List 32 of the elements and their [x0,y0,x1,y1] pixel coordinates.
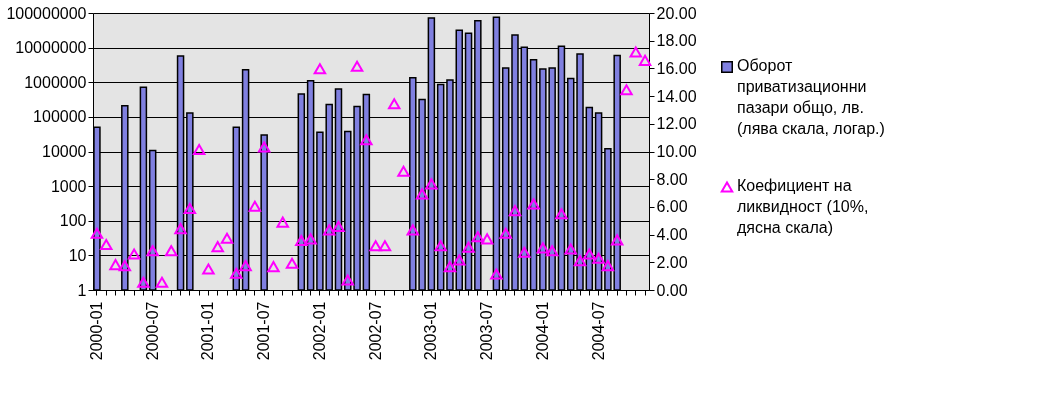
y-tick-label: 100000 [33,108,87,126]
x-tick-label: 2004-01 [533,301,551,361]
x-tick-label: 2003-07 [478,301,496,361]
y2-tick-label: 14.00 [656,87,697,105]
x-tick-label: 2000-07 [143,301,161,361]
y-tick-label: 10000000 [15,39,87,57]
y2-tick-label: 4.00 [656,226,688,244]
x-tick-label: 2000-01 [87,301,105,361]
y-tick-label: 100000000 [6,4,87,22]
legend-label: Оборот приватизационни пазари общо, лв. (лява скала, логар.) [737,57,885,137]
x-tick-label: 2004-07 [589,301,607,361]
y2-tick-label: 8.00 [656,170,688,188]
x-tick-label: 2001-01 [199,301,217,361]
legend-label: Коефициент на ликвидност (10%, дясна скала) [737,177,869,236]
y-tick-label: 1000 [50,177,87,195]
x-tick-label: 2001-07 [255,301,273,361]
y-tick-label: 1 [77,281,87,299]
y2-tick-label: 10.00 [656,143,697,160]
y-tick-label: 1000000 [24,73,87,91]
x-tick-label: 2003-01 [422,301,440,361]
y2-tick-label: 12.00 [656,115,697,133]
y-tick-label: 100 [59,212,87,230]
y-tick-label: 10 [68,246,87,264]
y2-tick-label: 16.00 [656,59,697,77]
y2-tick-label: 20.00 [656,4,697,22]
y2-tick-label: 6.00 [656,198,688,216]
y2-tick-label: 2.00 [656,253,688,271]
y2-tick-label: 18.00 [656,32,697,50]
x-tick-label: 2002-07 [366,301,384,361]
x-tick-label: 2002-01 [310,301,328,361]
y-tick-label: 10000 [42,143,87,160]
y2-tick-label: 0.00 [656,281,688,299]
